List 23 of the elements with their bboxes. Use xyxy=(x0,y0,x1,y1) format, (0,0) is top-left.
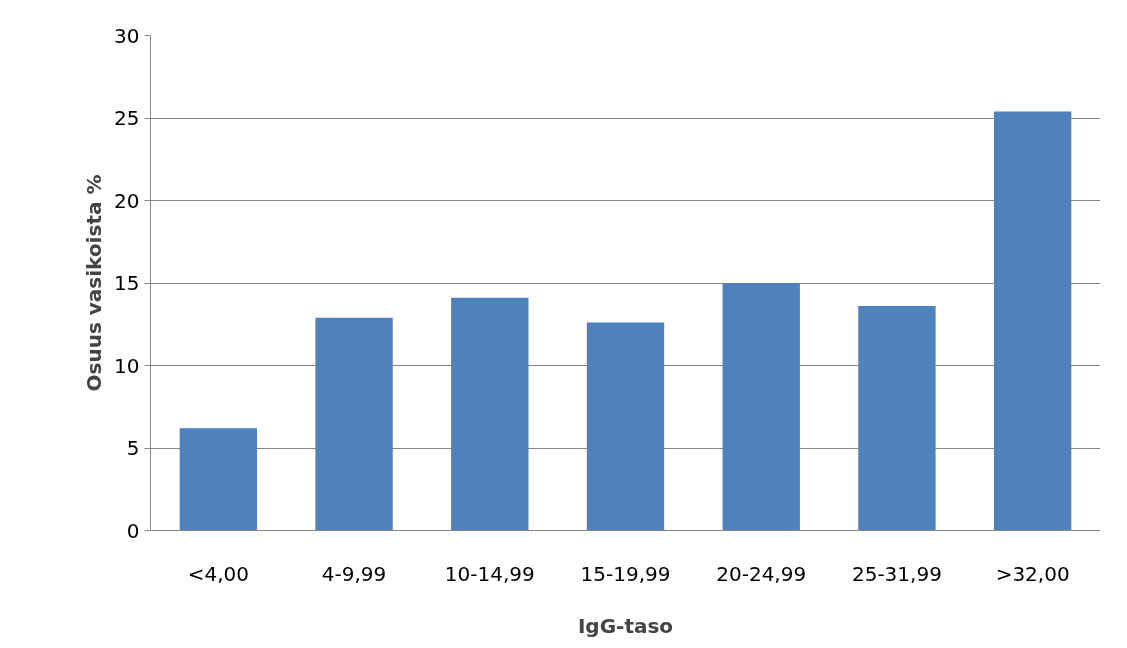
y-tick-label: 0 xyxy=(126,518,140,543)
y-tick-label: 20 xyxy=(114,188,140,213)
x-tick-label: 15-19,99 xyxy=(580,561,671,586)
bar xyxy=(993,111,1072,531)
y-tick-label: 5 xyxy=(126,436,140,460)
x-tick-label: 20-24,99 xyxy=(716,561,807,586)
x-tick-label: 25-31,99 xyxy=(851,561,942,586)
y-tick-label: 30 xyxy=(114,23,140,48)
bar xyxy=(722,283,800,531)
y-axis-title: Osuus vasikoista % xyxy=(82,174,107,392)
x-tick-label: 10-14,99 xyxy=(444,561,535,586)
bar xyxy=(586,322,665,531)
bar xyxy=(858,306,936,531)
bar xyxy=(315,317,393,531)
y-tick-label: 15 xyxy=(114,271,140,295)
y-tick-label: 10 xyxy=(114,353,140,378)
bar xyxy=(179,428,258,531)
x-tick-label: 4-9,99 xyxy=(321,561,387,586)
y-tick-label: 25 xyxy=(114,106,140,130)
x-tick-label: >32,00 xyxy=(995,561,1070,586)
x-axis-title: IgG-taso xyxy=(577,613,674,638)
bar xyxy=(451,297,529,531)
x-tick-label: <4,00 xyxy=(187,561,250,586)
